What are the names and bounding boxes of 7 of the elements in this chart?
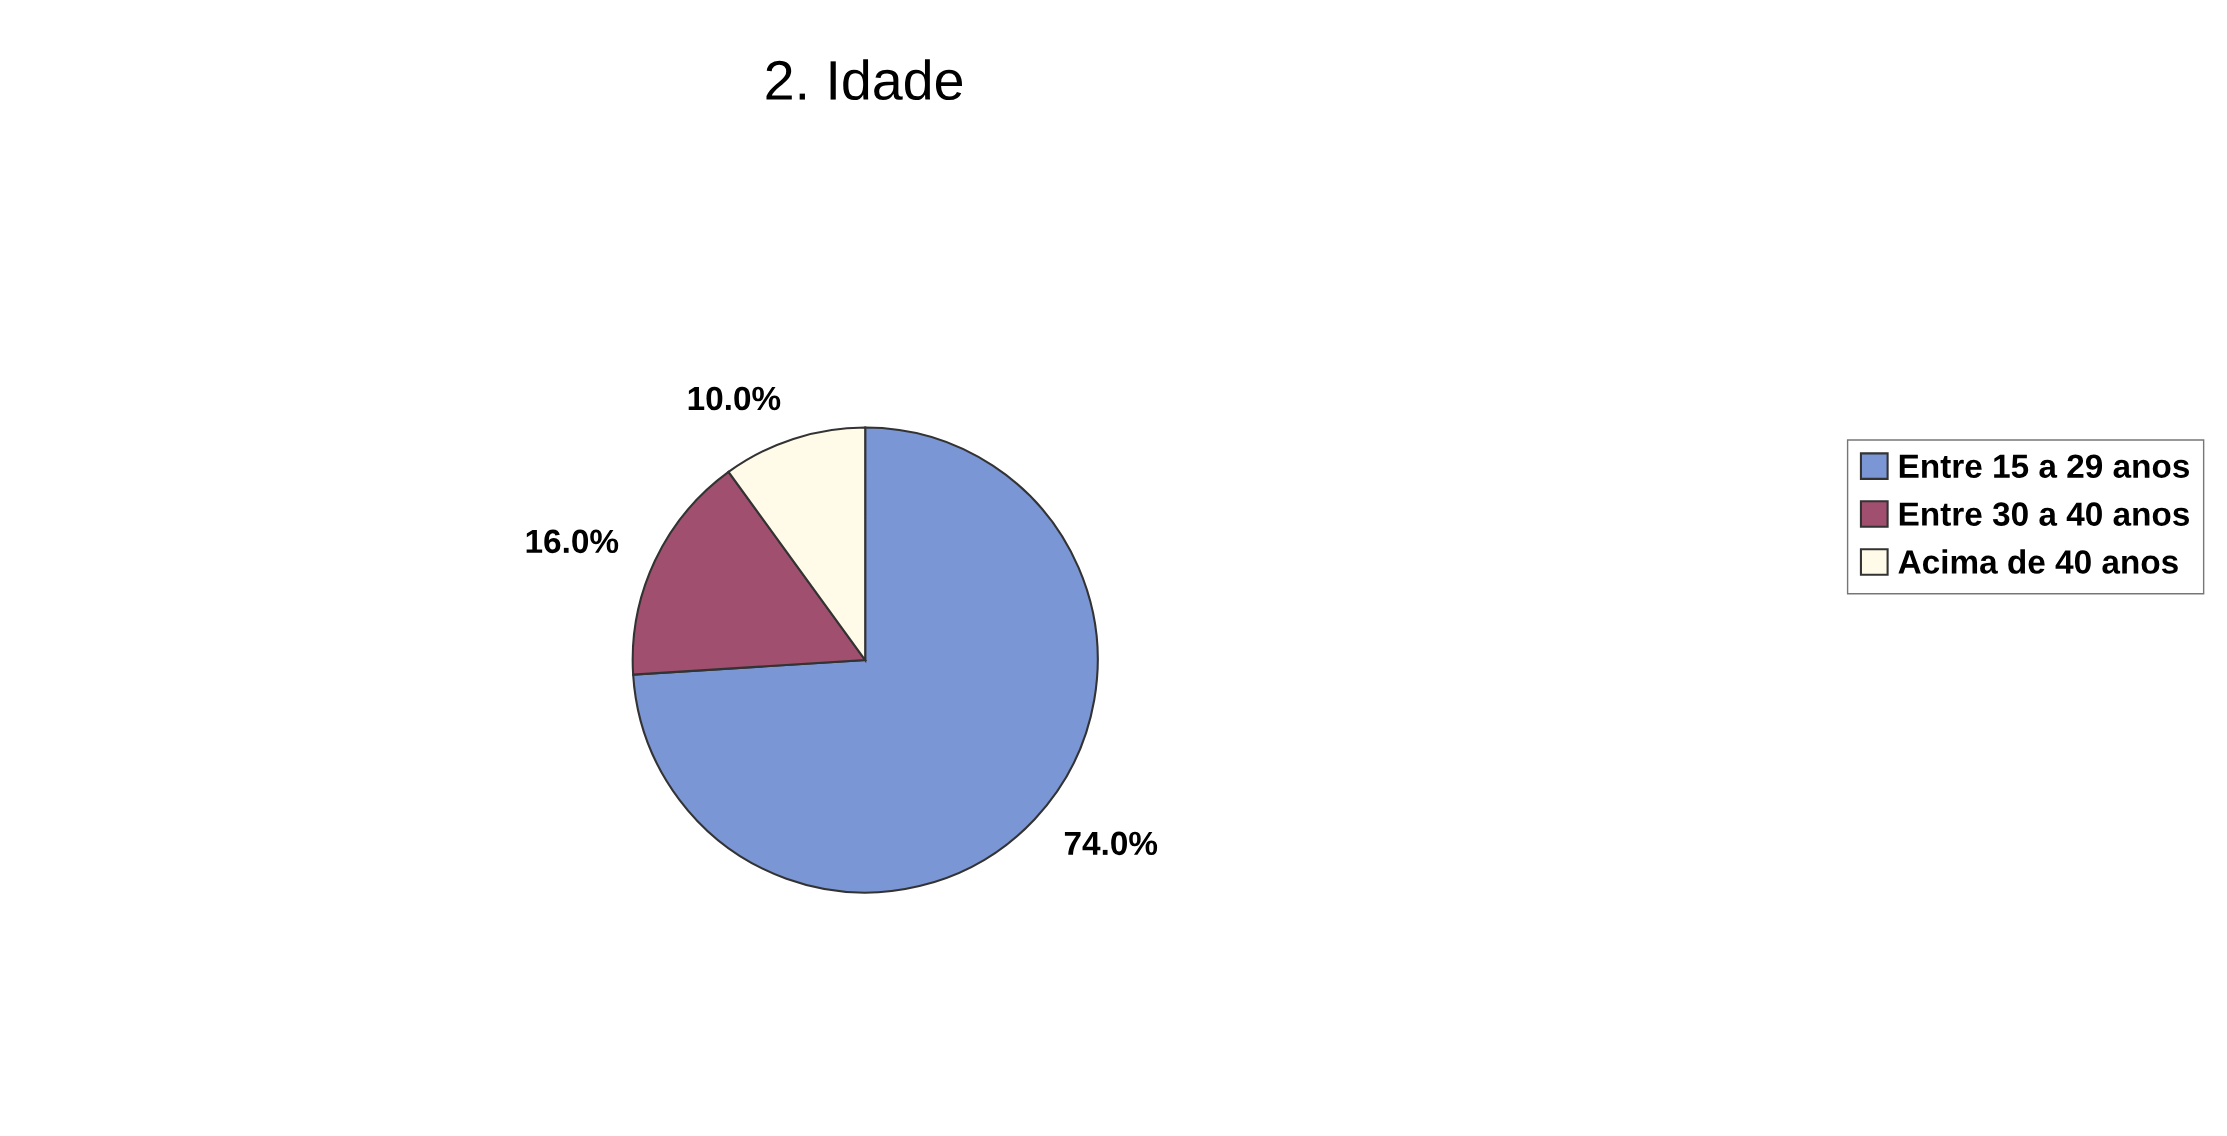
data-label: 16.0% <box>526 529 619 554</box>
legend-label: Acima de 40 anos <box>1898 549 2178 574</box>
data-label: 10.0% <box>688 386 781 411</box>
legend-label: Entre 30 a 40 anos <box>1899 502 2189 526</box>
chart-title: 2. Idade <box>766 59 963 101</box>
data-label: 74.0% <box>1064 831 1158 856</box>
legend-label: Entre 15 a 29 anos <box>1899 454 2189 478</box>
